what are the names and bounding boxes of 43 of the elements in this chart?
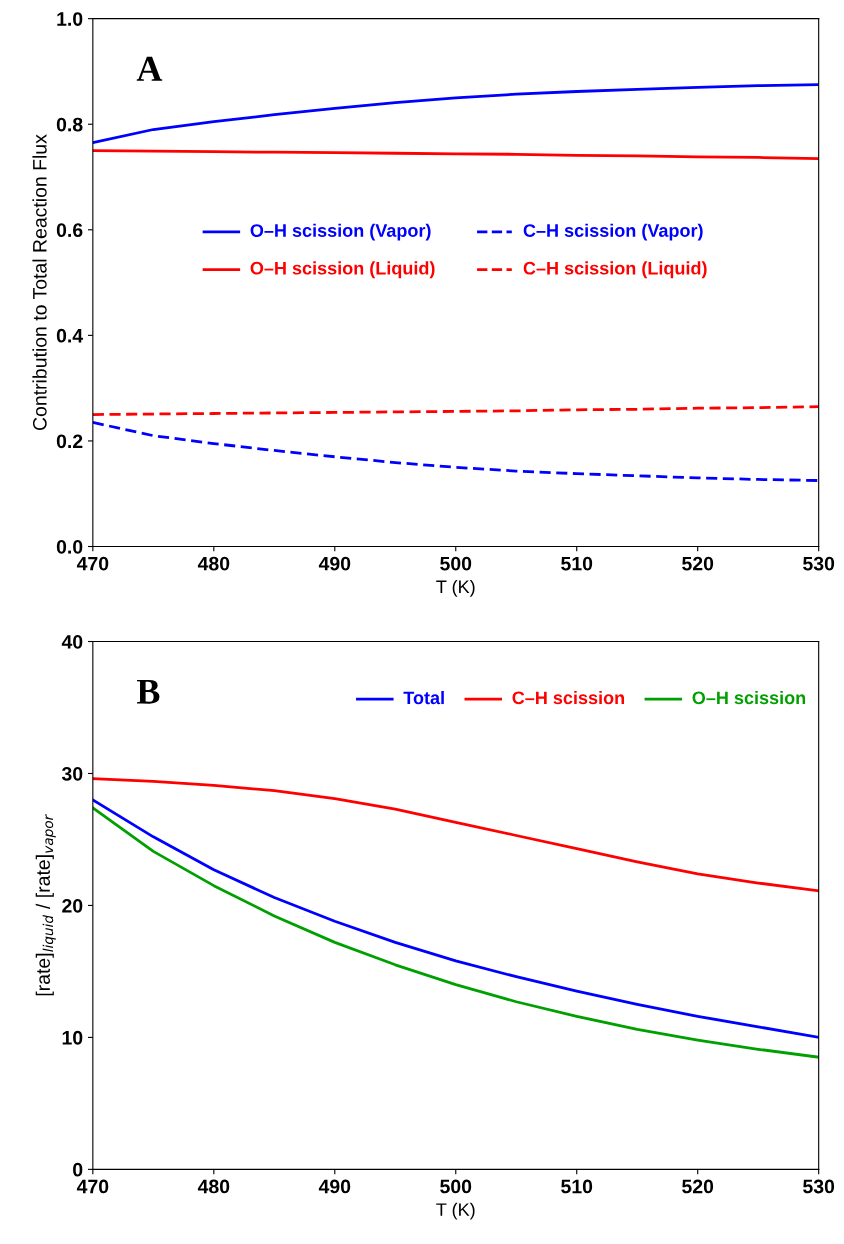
y-tick-label: 0.4	[56, 328, 84, 343]
y-tick-label: 30	[61, 766, 83, 781]
line-series	[92, 149, 819, 160]
annotation: A	[136, 56, 163, 81]
x-tick-label: 500	[440, 556, 472, 571]
x-tick-label: 520	[682, 556, 714, 571]
legend-label: Total	[403, 690, 444, 705]
y-axis-title: [rate]$_{liquid}$ / [rate]$_{vapor}$	[35, 814, 56, 996]
y-tick-label: 0.6	[56, 223, 83, 238]
legend-label: C–H scission (Liquid)	[523, 261, 707, 279]
x-tick-label: 510	[561, 1179, 593, 1194]
x-axis-title: T (K)	[436, 1202, 475, 1220]
legend-label: O–H scission (Liquid)	[250, 261, 435, 279]
y-tick-label: 0.0	[56, 539, 83, 554]
y-axis-title: Contribution to Total Reaction Flux	[32, 134, 47, 431]
line-series	[92, 777, 819, 893]
x-tick-label: 480	[197, 556, 230, 571]
y-tick-label: 20	[62, 898, 83, 913]
y-tick-label: 0.2	[56, 434, 83, 449]
x-tick-label: 500	[440, 1179, 472, 1194]
line-series	[92, 405, 819, 416]
line-series	[92, 83, 819, 145]
y-tick-label: 40	[61, 634, 83, 649]
x-tick-label: 510	[561, 556, 593, 571]
x-tick-label: 490	[318, 1179, 351, 1194]
annotation: B	[136, 679, 160, 704]
x-tick-label: 490	[318, 556, 351, 571]
y-tick-label: 0	[73, 1162, 83, 1177]
x-axis-title: T (K)	[436, 579, 475, 597]
x-tick-label: 530	[803, 556, 835, 571]
x-tick-label: 530	[803, 1179, 835, 1194]
x-tick-label: 470	[76, 1179, 109, 1194]
x-tick-label: 470	[76, 556, 109, 571]
y-tick-label: 0.8	[56, 117, 83, 132]
x-tick-label: 520	[682, 1179, 714, 1194]
legend-label: O–H scission (Vapor)	[250, 223, 431, 241]
legend-label: C–H scission	[512, 690, 625, 705]
y-tick-label: 1.0	[57, 12, 83, 26]
line-series	[92, 421, 819, 482]
y-tick-label: 10	[62, 1030, 83, 1045]
x-tick-label: 480	[197, 1179, 230, 1194]
legend-label: O–H scission	[692, 690, 806, 705]
legend-label: C–H scission (Vapor)	[523, 223, 703, 241]
